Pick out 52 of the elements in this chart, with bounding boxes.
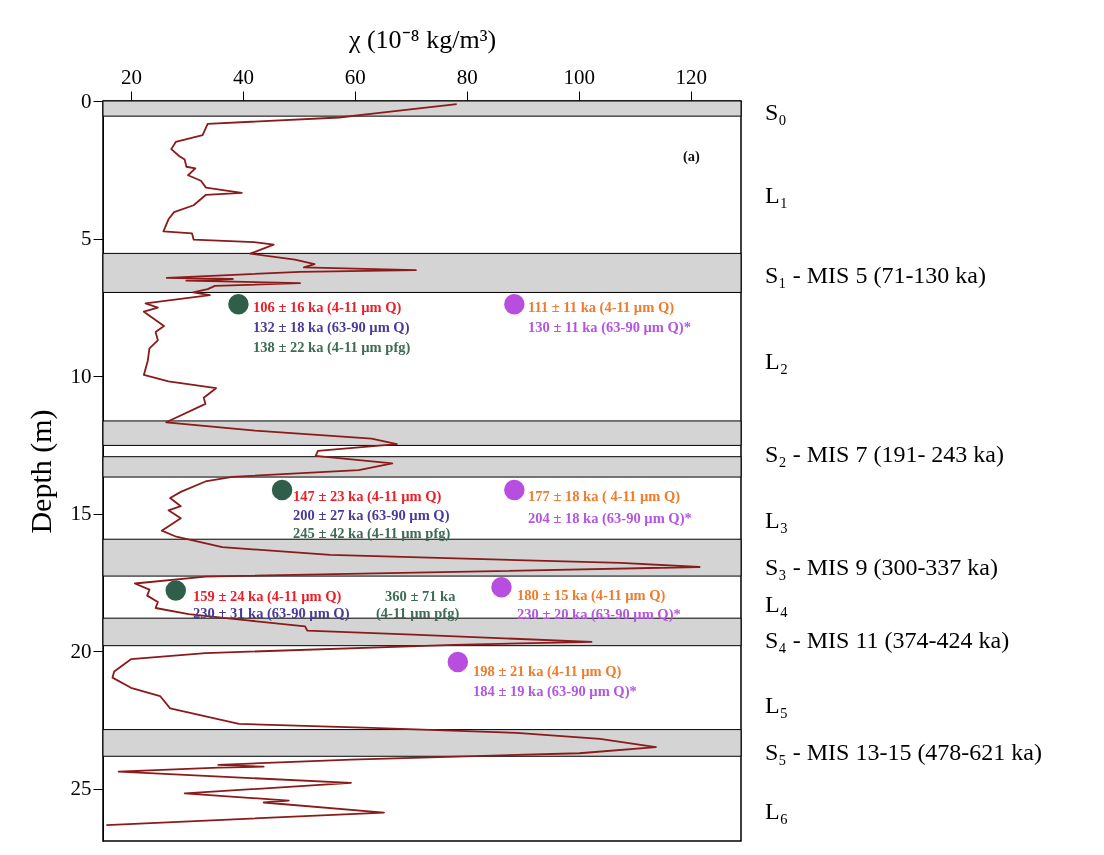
x-tick-label: 20 <box>120 64 142 89</box>
text: S₂ - MIS 7 (191- 243 ka) <box>765 441 1005 467</box>
annotation: 138 ± 22 ka (4-11 µm pfg) <box>253 339 411 356</box>
text: S₅ - MIS 13-15 (478-621 ka) <box>765 739 1043 765</box>
x-axis-title: χ (10⁻⁸ kg/m³) <box>347 24 497 54</box>
x-tick-label: 120 <box>675 64 707 89</box>
annotation: 147 ± 23 ka (4-11 µm Q) <box>293 488 442 505</box>
line-series <box>105 103 701 826</box>
annotation: 106 ± 16 ka (4-11 µm Q) <box>253 299 402 316</box>
annotation: 159 ± 24 ka (4-11 µm Q) <box>193 588 342 605</box>
y-tick-label: 20 <box>70 638 92 663</box>
annotation: 245 ± 42 ka (4-11 µm pfg) <box>293 525 451 542</box>
point <box>228 294 249 315</box>
annotation: 130 ± 11 ka (63-90 µm Q)* <box>528 319 691 336</box>
point <box>491 577 512 598</box>
annotation: 177 ± 18 ka ( 4-11 µm Q) <box>528 488 681 505</box>
text: L₂ <box>765 348 789 374</box>
point <box>271 479 293 501</box>
x-tick-label: 100 <box>563 64 595 89</box>
x-tick-label: 60 <box>344 64 366 89</box>
annotation: 198 ± 21 ka (4-11 µm Q) <box>473 663 622 680</box>
annotation: 184 ± 19 ka (63-90 µm Q)* <box>473 683 637 700</box>
annotation: 204 ± 18 ka (63-90 µm Q)* <box>528 510 692 527</box>
annotation: (4-11 µm pfg) <box>376 605 460 622</box>
text: S₃ - MIS 9 (300-337 ka) <box>765 554 999 580</box>
annotation: 200 ± 27 ka (63-90 µm Q) <box>293 507 450 524</box>
y-tick-label: 0 <box>81 88 92 113</box>
annotation: (a) <box>683 148 701 165</box>
text: L₁ <box>765 182 789 208</box>
y-axis-title: Depth (m) <box>23 409 58 534</box>
x-tick-label: 80 <box>456 64 478 89</box>
text: S₄ - MIS 11 (374-424 ka) <box>765 627 1010 653</box>
text: L₄ <box>765 591 789 617</box>
annotation: 111 ± 11 ka (4-11 µm Q) <box>528 299 675 316</box>
text: S₀ <box>765 99 787 125</box>
text: L₃ <box>765 507 789 533</box>
point <box>165 580 186 601</box>
text: L₆ <box>765 798 789 824</box>
x-tick-label: 40 <box>232 64 254 89</box>
text: L₅ <box>765 692 789 718</box>
point <box>447 651 469 673</box>
annotation: 230 ± 20 ka (63-90 µm Q)* <box>517 606 681 623</box>
point <box>504 479 525 501</box>
text: S₁ - MIS 5 (71-130 ka) <box>765 262 987 288</box>
y-tick-label: 5 <box>81 226 92 251</box>
annotation: 180 ± 15 ka (4-11 µm Q) <box>517 587 666 604</box>
point <box>504 294 525 315</box>
y-tick-label: 15 <box>70 501 92 526</box>
y-tick-label: 10 <box>70 363 92 388</box>
annotation: 360 ± 71 ka <box>385 588 457 604</box>
annotation: 132 ± 18 ka (63-90 µm Q) <box>253 319 410 336</box>
y-tick-label: 25 <box>70 776 92 801</box>
